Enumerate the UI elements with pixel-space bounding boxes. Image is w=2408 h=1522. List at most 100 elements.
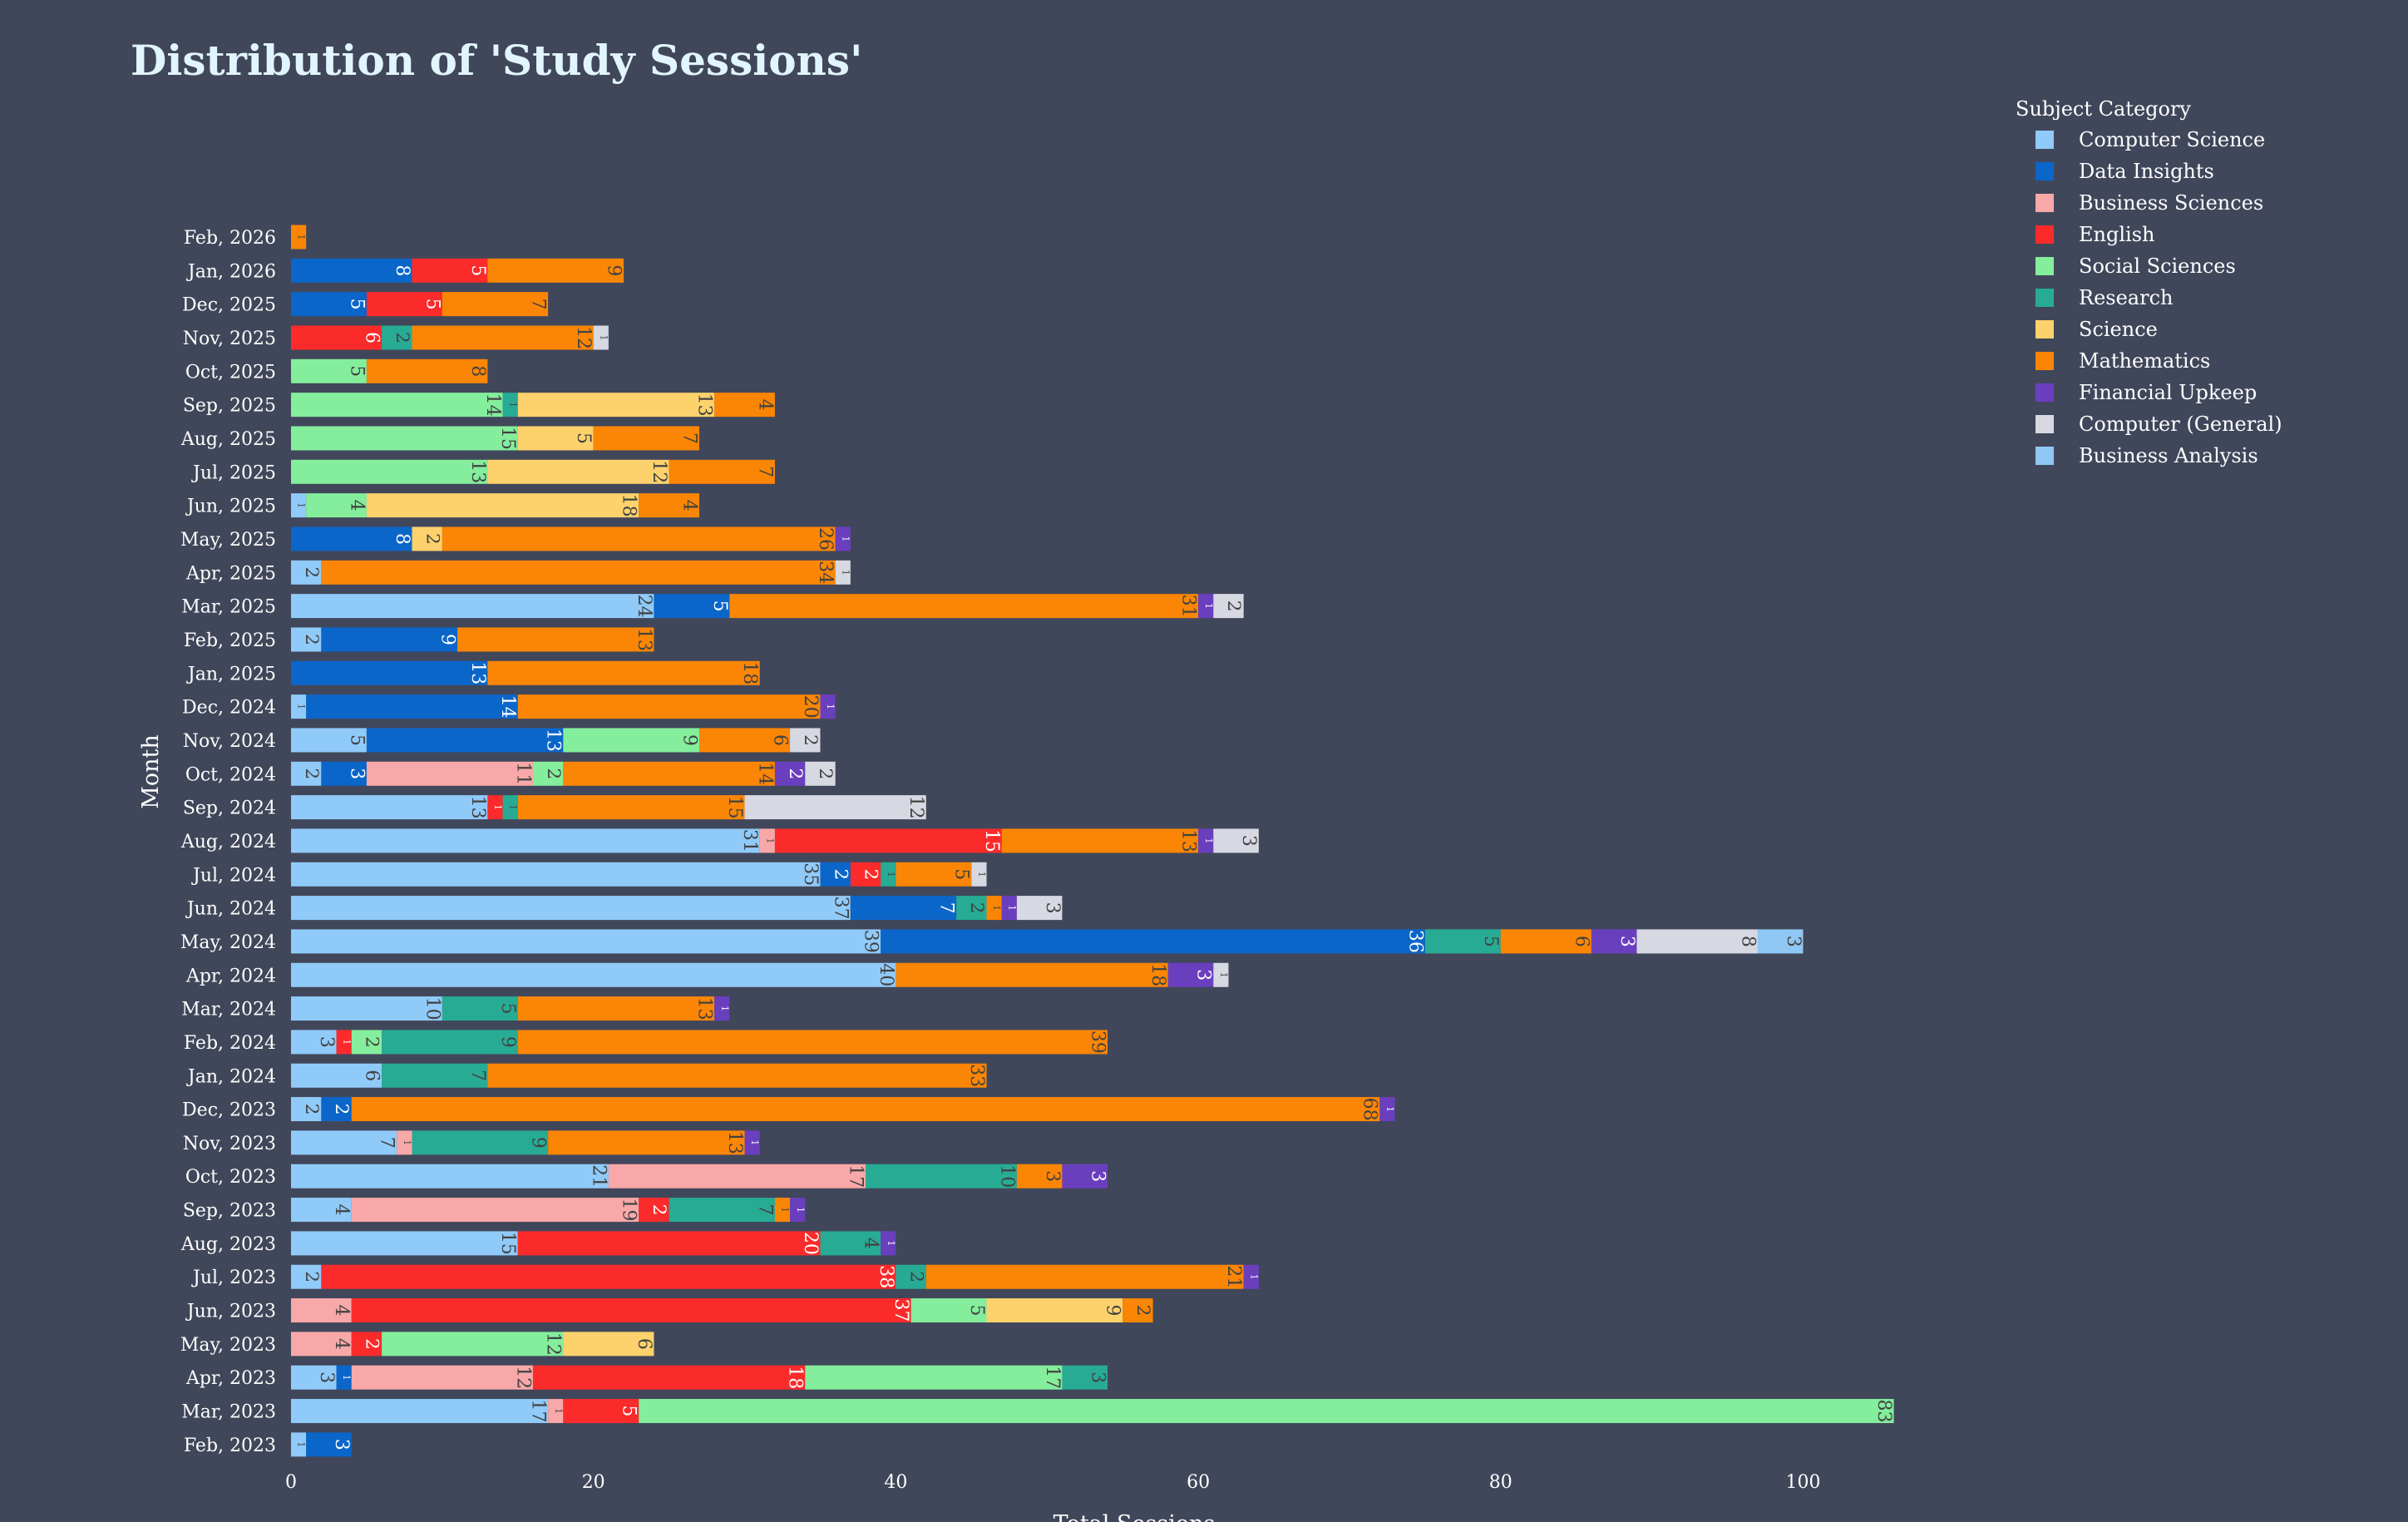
- bar-data-label: 1: [840, 536, 851, 541]
- bar-segment: [291, 1298, 352, 1323]
- bar-segment: [321, 761, 367, 786]
- bar-data-label: 2: [362, 1338, 382, 1350]
- y-tick-label: Feb, 2026: [184, 228, 276, 249]
- bar-segment: [532, 1365, 806, 1390]
- bar-segment: [896, 962, 1168, 987]
- bar-data-label: 83: [1873, 1400, 1894, 1423]
- legend-item-label: Computer (General): [2079, 413, 2282, 436]
- bar-segment: [291, 660, 488, 685]
- bar-data-label: 13: [467, 460, 488, 483]
- legend-item-label: Mathematics: [2079, 349, 2210, 373]
- bar-segment: [744, 1130, 760, 1155]
- bar-data-label: 8: [1737, 936, 1758, 947]
- bar-data-label: 3: [331, 1439, 352, 1450]
- bar-data-label: 38: [876, 1265, 896, 1288]
- bar-segment: [291, 426, 518, 451]
- bar-segment: [850, 896, 957, 921]
- bar-data-label: 12: [905, 796, 926, 819]
- bar-data-label: 13: [694, 393, 715, 417]
- bar-segment: [291, 325, 382, 350]
- bar-data-label: 12: [543, 1332, 564, 1356]
- bar-data-label: 5: [422, 299, 442, 310]
- bar-data-label: 2: [331, 1104, 352, 1115]
- bar-segment: [1001, 828, 1199, 853]
- bar-segment: [835, 560, 851, 585]
- y-tick-label: Jan, 2024: [186, 1066, 276, 1087]
- bar-data-label: 1: [976, 872, 987, 877]
- bar-data-label: 2: [301, 634, 322, 645]
- bar-data-label: 18: [785, 1366, 806, 1389]
- y-tick-labels: Feb, 2026 Jan, 2026 Dec, 2025 Nov, 2025 Oct,…: [180, 228, 276, 1456]
- bar-data-label: 33: [966, 1064, 987, 1087]
- bar-data-label: 3: [1087, 1170, 1108, 1182]
- bar-segment: [382, 1332, 564, 1356]
- bar-data-label: 4: [754, 399, 775, 411]
- bar-segment: [1198, 828, 1214, 853]
- bar-segment: [1062, 1365, 1108, 1390]
- bar-segment: [291, 1198, 352, 1223]
- bar-segment: [487, 258, 624, 283]
- bar-data-label: 1: [296, 704, 307, 709]
- bar-data-label: 2: [301, 1104, 322, 1115]
- bar-data-label: 3: [1193, 969, 1214, 981]
- bar-data-label: 13: [634, 628, 654, 651]
- y-tick-label: Nov, 2025: [183, 329, 276, 349]
- y-tick-label: Mar, 2025: [181, 597, 276, 618]
- bar-segment: [336, 1365, 352, 1390]
- bar-segment: [306, 694, 518, 719]
- y-tick-label: Sep, 2025: [183, 396, 276, 417]
- bar-data-label: 11: [512, 762, 533, 785]
- bar-data-label: 5: [951, 868, 972, 880]
- bar-segment: [291, 828, 760, 853]
- bar-data-label: 18: [739, 661, 760, 684]
- y-tick-label: May, 2023: [180, 1335, 276, 1356]
- y-tick-label: Dec, 2023: [182, 1100, 276, 1121]
- legend-item-label: English: [2079, 223, 2154, 246]
- bar-segment: [729, 594, 1199, 619]
- bar-segment: [291, 1130, 397, 1155]
- bar-segment: [1213, 594, 1244, 619]
- bar-data-label: 4: [331, 1338, 352, 1350]
- bar-segment: [291, 358, 367, 383]
- bar-data-label: 18: [1147, 963, 1168, 986]
- legend-item-label: Business Sciences: [2079, 191, 2263, 215]
- bar-segment: [654, 594, 730, 619]
- bar-segment: [896, 862, 972, 887]
- bar-segment: [517, 426, 594, 451]
- y-tick-label: Jul, 2024: [191, 865, 276, 886]
- bar-data-label: 9: [528, 1137, 549, 1149]
- bar-data-label: 14: [482, 393, 503, 417]
- legend-swatch: [2035, 131, 2054, 149]
- y-tick-label: Oct, 2023: [185, 1167, 276, 1188]
- y-tick-label: Oct, 2025: [185, 362, 276, 383]
- bar-segment: [412, 526, 442, 551]
- bar-data-label: 4: [861, 1238, 881, 1249]
- bar-segment: [397, 1130, 412, 1155]
- bar-data-label: 13: [467, 661, 488, 684]
- y-tick-label: Jan, 2025: [186, 664, 276, 684]
- bar-segment: [321, 627, 458, 652]
- y-tick-label: Feb, 2025: [184, 630, 276, 651]
- bar-segment: [306, 1432, 352, 1457]
- bar-data-label: 1: [780, 1207, 791, 1213]
- bar-data-label: 1: [764, 838, 775, 843]
- bar-segment: [548, 1130, 745, 1155]
- bar-data-label: 1: [402, 1139, 412, 1145]
- y-tick-label: Aug, 2024: [180, 832, 276, 852]
- bar-data-label: 4: [331, 1204, 352, 1216]
- bar-data-label: 15: [497, 427, 518, 450]
- bar-segment: [639, 493, 699, 518]
- y-tick-label: Aug, 2023: [180, 1234, 276, 1255]
- bar-data-label: 4: [346, 500, 367, 511]
- bar-data-label: 1: [1384, 1106, 1395, 1112]
- bar-segment: [593, 426, 699, 451]
- bar-data-label: 2: [815, 768, 836, 779]
- x-tick-label: 60: [1187, 1472, 1210, 1493]
- bar-segment: [517, 795, 745, 820]
- bar-data-label: 13: [543, 729, 564, 752]
- bar-segment: [774, 828, 1002, 853]
- bar-segment: [517, 1231, 821, 1256]
- bar-segment: [291, 728, 367, 753]
- bar-data-label: 7: [528, 299, 549, 310]
- bar-data-label: 2: [362, 1036, 382, 1048]
